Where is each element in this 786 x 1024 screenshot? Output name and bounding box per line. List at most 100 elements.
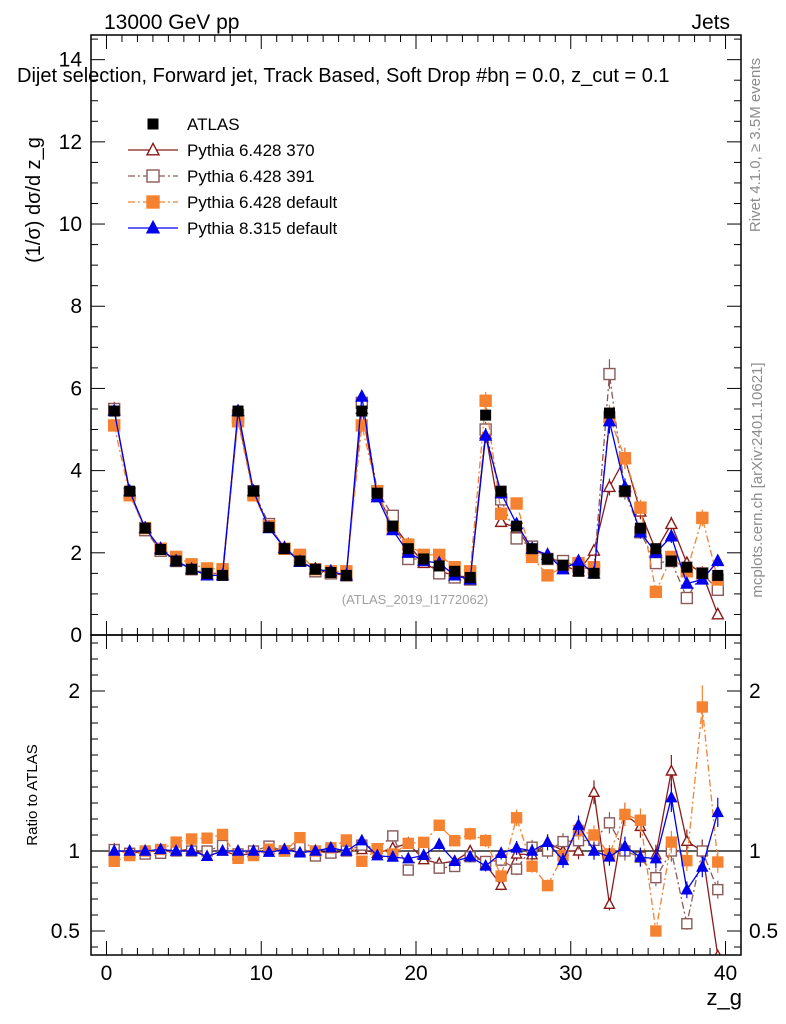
chart-title: Dijet selection, Forward jet, Track Base… [17, 65, 670, 87]
ratio-2-point [294, 831, 306, 844]
analysis-watermark: (ATLAS_2019_I1772062) [342, 592, 488, 607]
ratio-tick-label: 0.5 [51, 920, 80, 943]
atlas-data-point [294, 555, 306, 567]
atlas-data-point [681, 561, 693, 573]
x-axis-label: z_g [707, 985, 742, 1010]
ratio-2-point [665, 836, 678, 848]
atlas-data-point [402, 543, 414, 555]
ratio-frame [90, 634, 742, 956]
ratio-3-point [556, 853, 570, 866]
series-2-point [634, 501, 647, 514]
y-tick-label: 10 [59, 213, 82, 236]
ratio-2-point [464, 828, 476, 840]
ratio-2-point [356, 855, 368, 867]
mcplots-label: mcplots.cern.ch [arXiv:2401.10621] [749, 362, 766, 597]
ratio-3-point [587, 843, 601, 856]
ratio-3-point [649, 851, 663, 864]
atlas-data-point [155, 544, 167, 556]
ratio-2-point [448, 834, 461, 847]
ratio-2-point [340, 834, 353, 846]
series-3-point [355, 389, 369, 402]
ratio-tick-label-right: 1 [749, 840, 761, 863]
series-0-point [602, 479, 617, 493]
atlas-data-point [511, 520, 523, 532]
legend-marker-atlas [147, 118, 159, 130]
legend-label-2: Pythia 6.428 default [187, 193, 338, 212]
ratio-2-point [510, 812, 523, 824]
series-0-point [711, 606, 725, 620]
series-2-point [355, 419, 369, 432]
ratio-2-point [433, 819, 445, 831]
series-2-point [494, 507, 508, 520]
x-tick-label: 40 [714, 962, 737, 985]
series-2-point [108, 419, 121, 432]
atlas-data-point [495, 485, 507, 497]
ratio-1-point [510, 863, 523, 875]
ratio-2-point [479, 834, 492, 847]
ratio-3-point [464, 849, 477, 862]
ratio-3-point [572, 818, 585, 830]
atlas-data-point [464, 571, 476, 583]
ratio-3-point [185, 843, 198, 856]
series-0-point [494, 514, 508, 528]
atlas-data-point [356, 405, 368, 417]
ratio-plot-area [91, 685, 741, 955]
ratio-3-point [340, 843, 353, 856]
ratio-3-point [711, 805, 724, 818]
ratio-0-point [572, 843, 585, 856]
atlas-data-point [418, 553, 430, 565]
atlas-data-point [665, 555, 677, 567]
series-1-point [680, 591, 694, 605]
ratio-line-1 [114, 821, 719, 924]
atlas-data-point [634, 522, 646, 534]
ratio-tick-label: 1 [68, 840, 80, 863]
atlas-data-point [480, 409, 492, 421]
ratio-3-point [154, 842, 167, 855]
atlas-data-point [619, 485, 631, 497]
series-2-point [510, 497, 523, 510]
ratio-3-point [386, 850, 399, 862]
ratio-3-point [278, 842, 291, 855]
ratio-3-point [618, 839, 632, 852]
ratio-3-point [479, 858, 492, 871]
ratio-3-point [169, 843, 183, 856]
ratio-3-point [417, 848, 430, 861]
ratio-3-point [448, 854, 461, 867]
atlas-data-point [217, 569, 229, 581]
ratio-tick-label-right: 2 [749, 680, 761, 703]
ratio-3-point [108, 843, 121, 856]
legend: ATLAS Pythia 6.428 370 Pythia 6.428 391 Pyt… [128, 115, 338, 238]
y-tick-label: 4 [70, 460, 82, 483]
atlas-data-point [387, 520, 399, 532]
series-1-point [711, 583, 724, 596]
atlas-data-point [712, 569, 724, 581]
legend-label-atlas: ATLAS [187, 115, 240, 134]
ratio-1-point [681, 918, 693, 930]
ratio-3-point [355, 833, 368, 846]
y-tick-label: 14 [59, 49, 83, 72]
x-tick-label: 10 [250, 962, 273, 985]
ratio-3-point [510, 840, 523, 853]
ratio-3-point [665, 790, 678, 803]
series-2-point [696, 511, 709, 525]
ratio-3-point [541, 835, 554, 848]
atlas-data-point [573, 565, 584, 577]
ratio-2-point [402, 837, 414, 850]
ratio-tick-label: 2 [68, 680, 80, 703]
series-3-point [680, 576, 694, 589]
y-axis-label: (1/σ) dσ/d z_g [23, 137, 45, 263]
ratio-2-point [541, 879, 554, 892]
y-tick-label: 12 [59, 131, 82, 154]
atlas-data-point [650, 543, 662, 555]
ratio-3-point [525, 843, 539, 856]
ratio-2-point [634, 814, 647, 826]
ratio-3-point [216, 843, 229, 856]
ratio-1-point [557, 835, 569, 848]
series-1-point [510, 532, 523, 545]
ratio-2-point [588, 829, 600, 841]
ratio-3-point [262, 845, 276, 857]
series-2-point [541, 569, 554, 582]
atlas-data-point [371, 487, 383, 499]
